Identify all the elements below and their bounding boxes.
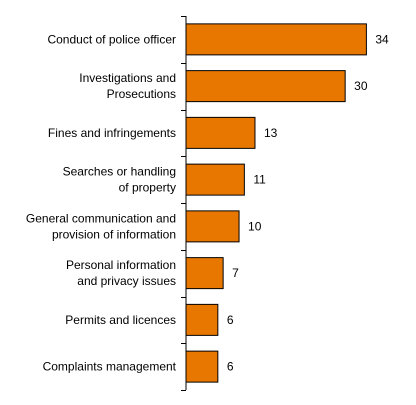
category-label-line: Searches or handling	[63, 165, 176, 179]
category-label-line: Conduct of police officer	[47, 32, 176, 46]
category-label-line: General communication and	[26, 211, 176, 225]
bar	[185, 303, 219, 336]
bar	[185, 257, 224, 290]
category-label: Conduct of police officer	[47, 32, 176, 46]
bar-value-label: 13	[264, 126, 278, 140]
category-label-line: of property	[119, 181, 176, 195]
bar	[185, 350, 219, 383]
category-label: Fines and infringements	[48, 126, 176, 140]
bar-value-label: 10	[248, 219, 262, 233]
labels-layer: 34 Conduct of police officer 30 Investigati…	[26, 32, 389, 373]
category-label-line: Prosecutions	[107, 87, 176, 101]
category-label: Personal information and privacy issues	[66, 258, 176, 288]
bar	[185, 163, 245, 196]
bar-value-label: 6	[227, 360, 234, 374]
category-label: Investigations and Prosecutions	[79, 71, 176, 101]
bar-value-label: 30	[354, 79, 368, 93]
category-label-line: Investigations and	[79, 71, 176, 85]
category-label-line: and privacy issues	[77, 274, 176, 288]
bar	[185, 210, 240, 243]
category-label-line: Complaints management	[43, 360, 177, 374]
category-label: Searches or handling of property	[63, 165, 176, 195]
axis-layer	[181, 16, 187, 391]
category-label-line: provision of information	[52, 227, 176, 241]
category-label-line: Fines and infringements	[48, 126, 176, 140]
bar-value-label: 6	[227, 313, 234, 327]
bars-layer	[185, 23, 367, 383]
bar-value-label: 11	[253, 173, 266, 187]
bar-value-label: 7	[232, 266, 239, 280]
category-label-line: Permits and licences	[65, 313, 176, 327]
category-label-line: Personal information	[66, 258, 176, 272]
category-label: Complaints management	[43, 360, 177, 374]
bar	[185, 23, 367, 56]
bar	[185, 116, 256, 149]
bar-value-label: 34	[375, 32, 389, 46]
category-label: General communication and provision of in…	[26, 211, 176, 241]
category-label: Permits and licences	[65, 313, 176, 327]
bar	[185, 70, 346, 103]
